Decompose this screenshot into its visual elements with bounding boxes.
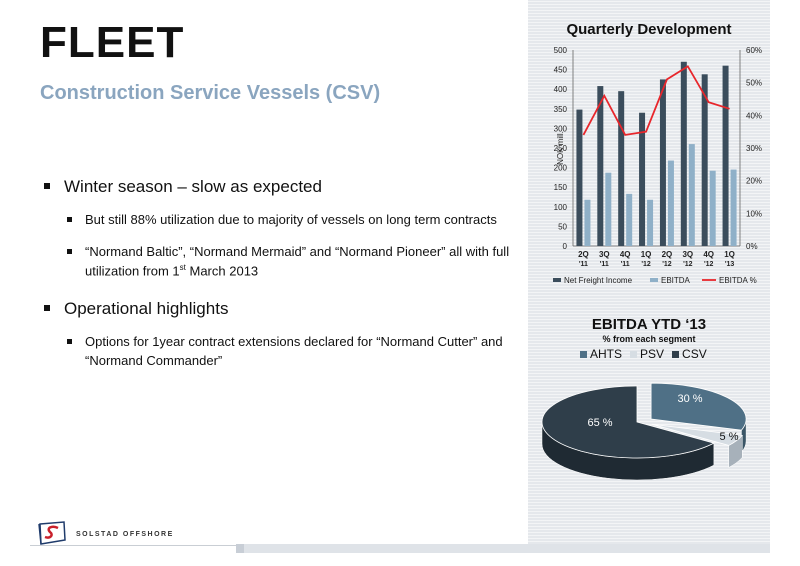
y-tick-label: 0 [563, 242, 568, 251]
legend-ahts-label: AHTS [590, 347, 623, 361]
pie-slice-ahts [650, 382, 747, 431]
y-tick-label: 500 [554, 46, 568, 55]
legend-ebitda-pct-label: EBITDA % [719, 276, 757, 285]
bullet-winter-season: Winter season – slow as expected [40, 176, 520, 197]
footer-bar [236, 544, 770, 553]
pie-chart-title: EBITDA YTD ‘13 [591, 316, 707, 333]
bar-ebitda [667, 160, 674, 246]
legend-csv: CSV [672, 347, 707, 361]
bar-net-freight-income [576, 109, 583, 246]
y2-tick-label: 60% [746, 46, 762, 55]
pie-label-psv: 5 % [720, 431, 739, 443]
bullet-full-utilization-text: “Normand Baltic”, “Normand Mermaid” and … [85, 244, 510, 278]
y-tick-label: 250 [554, 144, 568, 153]
bar-net-freight-income [701, 74, 708, 246]
legend-ahts-swatch [580, 350, 587, 358]
bar-chart-title: Quarterly Development [566, 21, 732, 38]
legend-csv-label: CSV [682, 347, 707, 361]
x-tick-label-quarter: 3Q [599, 250, 610, 259]
brand-name: SOLSTAD OFFSHORE [76, 531, 174, 538]
y-tick-label: 200 [554, 164, 568, 173]
x-tick-label-quarter: 1Q [724, 250, 735, 259]
x-tick-label-quarter: 3Q [682, 250, 693, 259]
y2-tick-label: 20% [746, 177, 762, 186]
bullet-operational-highlights: Operational highlights [40, 298, 520, 319]
legend-ahts: AHTS [580, 347, 622, 361]
legend-psv: PSV [630, 347, 664, 361]
bullet-full-utilization-date: March 2013 [185, 262, 259, 278]
pie-legend: AHTS PSV CSV [580, 347, 707, 361]
bar-net-freight-income [597, 86, 604, 247]
pie-slice-psv [651, 423, 744, 446]
legend-psv-label: PSV [640, 347, 665, 361]
bar-ebitda [584, 199, 591, 246]
legend-ebitda-label: EBITDA [661, 276, 691, 285]
legend-net-freight-income-label: Net Freight Income [564, 276, 633, 285]
legend-ebitda-swatch [650, 278, 658, 282]
bullet-full-utilization: “Normand Baltic”, “Normand Mermaid” and … [40, 243, 520, 280]
pie-label-csv: 65 % [587, 417, 612, 429]
bar-net-freight-income [680, 61, 687, 247]
x-tick-label-year: '11 [621, 261, 630, 268]
pie-label-ahts: 30 % [677, 393, 702, 405]
y2-tick-label: 40% [746, 111, 762, 120]
bar-net-freight-income [639, 112, 646, 246]
y-tick-label: 150 [554, 183, 568, 192]
y-tick-label: 450 [554, 66, 568, 75]
x-tick-label-quarter: 4Q [703, 250, 714, 259]
footer-divider [30, 545, 238, 546]
y-tick-label: 300 [554, 124, 568, 133]
x-tick-label-year: '13 [725, 261, 735, 268]
line-ebitda-pct [582, 65, 730, 136]
x-tick-label-year: '12 [662, 261, 672, 268]
bullet-utilization: But still 88% utilization due to majorit… [40, 211, 520, 229]
x-tick-label-year: '12 [641, 261, 651, 268]
x-tick-label-quarter: 2Q [662, 250, 673, 259]
y-tick-label: 400 [554, 85, 568, 94]
y2-tick-label: 10% [746, 209, 762, 218]
superscript-st: st [179, 262, 186, 272]
x-tick-label-quarter: 4Q [620, 250, 631, 259]
bullet-contract-extensions: Options for 1year contract extensions de… [40, 333, 520, 369]
legend-net-freight-income-swatch [553, 278, 561, 282]
pie-chart-subtitle: % from each segment [602, 334, 696, 344]
slide-subtitle: Construction Service Vessels (CSV) [40, 82, 381, 104]
bar-net-freight-income [659, 79, 666, 247]
x-tick-label-year: '12 [704, 261, 714, 268]
x-tick-label-year: '11 [600, 261, 609, 268]
y-tick-label: 100 [554, 203, 568, 212]
solstad-logo-icon [38, 521, 66, 545]
y2-tick-label: 50% [746, 79, 762, 88]
y2-tick-label: 0% [746, 242, 758, 251]
legend-psv-swatch [630, 350, 638, 358]
pie-slice-csv [541, 385, 715, 459]
y2-tick-label: 30% [746, 144, 762, 153]
x-tick-label-year: '11 [579, 261, 588, 268]
x-tick-label-quarter: 1Q [641, 250, 652, 259]
y-axis-label: NOK mill. [556, 131, 565, 165]
y-tick-label: 50 [558, 222, 567, 231]
x-tick-label-quarter: 2Q [578, 250, 589, 259]
bar-net-freight-income [722, 65, 729, 247]
bar-ebitda [709, 170, 716, 246]
bar-ebitda [626, 193, 633, 246]
footer-bar-accent [236, 544, 244, 553]
bar-ebitda [647, 199, 654, 246]
bar-net-freight-income [618, 91, 625, 246]
bar-ebitda [605, 172, 612, 246]
bar-ebitda [688, 144, 695, 246]
y-tick-label: 350 [554, 105, 568, 114]
bullet-list: Winter season – slow as expected But sti… [40, 176, 520, 384]
bar-ebitda [730, 169, 737, 246]
legend-csv-swatch [672, 350, 680, 358]
x-tick-label-year: '12 [683, 261, 693, 268]
slide-title: FLEET [40, 18, 185, 67]
